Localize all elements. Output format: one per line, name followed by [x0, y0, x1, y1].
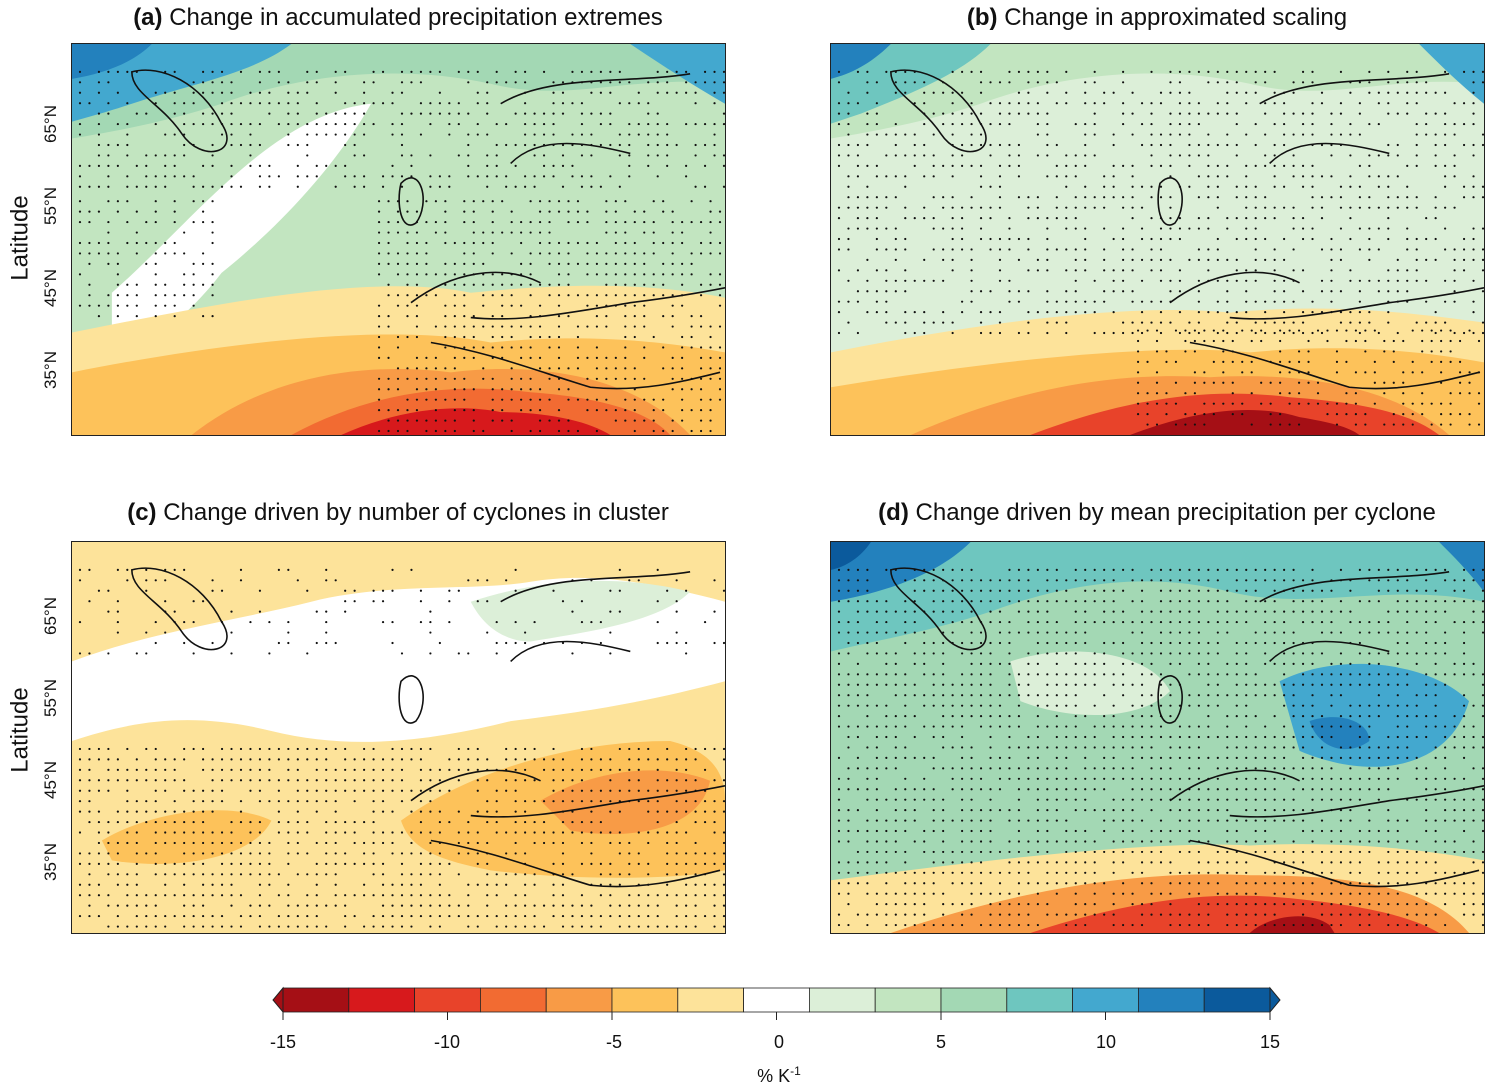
- colorbar-segment: [1072, 987, 1139, 1013]
- lat-tick: 55°N: [40, 187, 60, 225]
- colorbar-max-arrow: [1269, 986, 1281, 1014]
- map-b-svg: [831, 44, 1484, 435]
- lat-tick: 55°N: [40, 679, 60, 717]
- lat-tick: 35°N: [40, 843, 60, 881]
- panel-b-title: (b) Change in approximated scaling: [966, 4, 1348, 31]
- colorbar-segment: [348, 987, 415, 1013]
- stippling: [837, 568, 1484, 927]
- map-a-svg: [72, 44, 725, 435]
- colorbar-tick: 0: [773, 1032, 785, 1052]
- panel-a-title: (a) Change in accumulated precipitation …: [133, 4, 663, 31]
- stippling: [78, 70, 725, 433]
- stippling: [78, 568, 725, 928]
- colorbar-segment: [677, 987, 744, 1013]
- colorbar-tick: -5: [605, 1032, 623, 1052]
- colorbar-segment: [743, 987, 810, 1013]
- colorbar: [272, 986, 1281, 1020]
- panel-d-title: (d) Change driven by mean precipitation …: [878, 499, 1436, 526]
- map-panel-d: [830, 541, 1485, 934]
- colorbar-segment: [874, 987, 942, 1013]
- map-d-svg: [831, 542, 1484, 933]
- stippling: [837, 70, 1484, 426]
- y-axis-label-bottom: Latitude: [6, 687, 34, 773]
- panel-c-title: (c) Change driven by number of cyclones …: [127, 499, 669, 526]
- lat-tick: 35°N: [40, 351, 60, 389]
- colorbar-segment: [545, 987, 613, 1013]
- colorbar-segment: [282, 987, 350, 1013]
- colorbar-tick: 10: [1095, 1032, 1117, 1052]
- colorbar-segment: [479, 987, 547, 1013]
- lat-tick: 65°N: [40, 105, 60, 143]
- lat-tick: 65°N: [40, 597, 60, 635]
- map-panel-b: [830, 43, 1485, 436]
- map-c-svg: [72, 542, 725, 933]
- colorbar-segment: [809, 987, 876, 1013]
- lat-tick: 45°N: [40, 761, 60, 799]
- colorbar-segment: [414, 987, 481, 1013]
- y-axis-label-top: Latitude: [6, 195, 34, 281]
- colorbar-tick: -15: [269, 1032, 297, 1052]
- colorbar-segment: [611, 987, 679, 1013]
- map-panel-c: [71, 541, 726, 934]
- colorbar-min-arrow: [272, 986, 284, 1014]
- colorbar-tick: -10: [433, 1032, 461, 1052]
- colorbar-tick: 5: [935, 1032, 947, 1052]
- colorbar-segment: [1006, 987, 1073, 1013]
- map-panel-a: [71, 43, 726, 436]
- colorbar-segment: [940, 987, 1008, 1013]
- colorbar-segment: [1203, 987, 1271, 1013]
- colorbar-segment: [1138, 987, 1205, 1013]
- colorbar-unit-label: % K-1: [757, 1064, 801, 1086]
- colorbar-tick: 15: [1259, 1032, 1281, 1052]
- lat-tick: 45°N: [40, 269, 60, 307]
